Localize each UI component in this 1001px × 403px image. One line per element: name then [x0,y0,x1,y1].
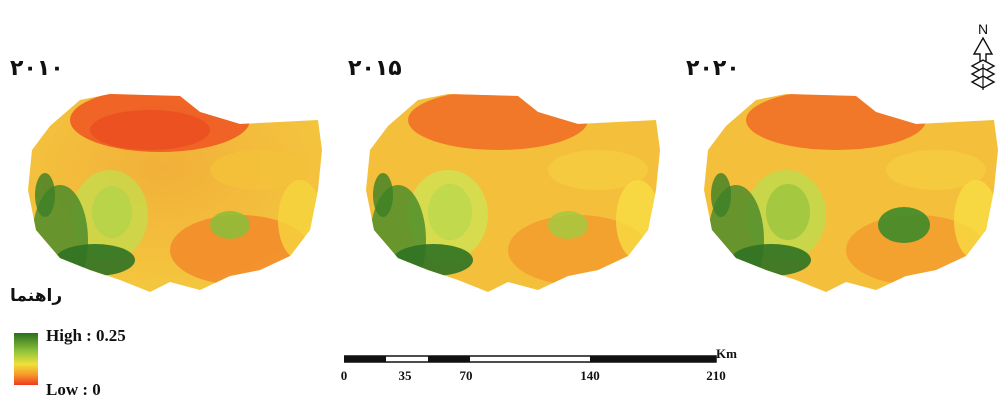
scale-tick-140: 140 [580,368,600,383]
scale-unit: Km [716,346,737,361]
map-2010 [0,80,330,300]
scale-tick-35: 35 [398,368,412,383]
scale-tick-210: 210 [706,368,726,383]
legend-color-ramp [14,333,38,385]
legend-high-label: High : 0.25 [46,326,126,345]
north-label: N [978,21,988,37]
map-2020 [676,80,1001,300]
scale-tick-70: 70 [459,368,473,383]
north-arrow-icon: N [970,21,996,90]
map-title-2020: ۲۰۲۰ [686,56,740,81]
map-2015-raster [366,94,660,292]
scale-bar [344,355,717,363]
map-title-2010: ۲۰۱۰ [10,56,64,81]
map-title-2015: ۲۰۱۵ [348,56,402,81]
legend-title: راهنما [10,286,63,306]
legend-low-label: Low : 0 [46,380,101,399]
map-2015 [338,80,668,300]
map-2020-raster [704,94,998,292]
scale-tick-0: 0 [340,368,348,383]
map-2010-raster [28,94,322,292]
